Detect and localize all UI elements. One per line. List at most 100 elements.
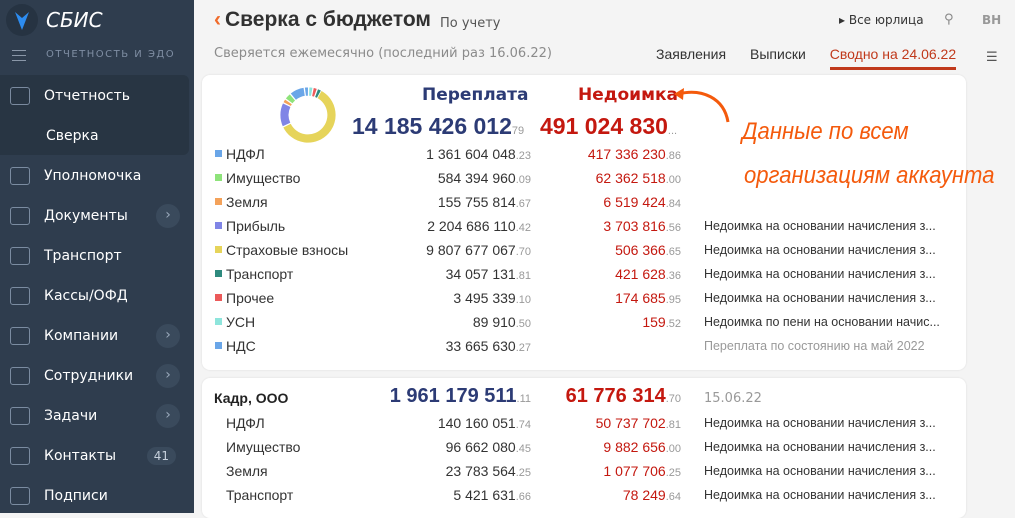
brand-name: СБИС — [46, 8, 103, 32]
arrow-annotation — [674, 88, 730, 123]
table-row[interactable]: НДФЛ 1 361 604 048.23 417 336 230.86 — [202, 143, 966, 167]
sidebar-item-label: Сотрудники — [44, 368, 134, 384]
table-row[interactable]: Страховые взносы 9 807 677 067.70 506 366.… — [202, 239, 966, 263]
sidebar-item-label: Документы — [44, 208, 128, 224]
note: Недоимка по пени на основании начис... — [704, 315, 940, 329]
org-name[interactable]: Кадр, ООО — [214, 390, 289, 406]
arrears-header: Недоимка — [578, 85, 678, 105]
tax-name: НДФЛ — [226, 146, 265, 162]
arrears-value: 6 519 424.84 — [603, 194, 681, 210]
legend-square — [215, 294, 222, 301]
table-row[interactable]: Прибыль 2 204 686 110.42 3 703 816.56 Недои… — [202, 215, 966, 239]
overpay-value: 23 783 564.25 — [445, 463, 531, 479]
main: ‹ Сверка с бюджетом По учету Сверяется еж… — [194, 0, 1015, 518]
legend-square — [215, 198, 222, 205]
note: Недоимка на основании начисления з... — [704, 243, 936, 257]
org-card: Кадр, ООО 1 961 179 511.11 61 776 314.70… — [202, 378, 966, 518]
sidebar-item[interactable]: Кассы/ОФД — [0, 278, 190, 314]
section-title[interactable]: ОТЧЕТНОСТЬ И ЭДО — [46, 49, 176, 60]
arrears-value: 1 077 706.25 — [603, 463, 681, 479]
sidebar-item-label: Транспорт — [44, 248, 122, 264]
tab-statements[interactable]: Заявления — [656, 46, 727, 62]
donut-slice[interactable] — [282, 88, 337, 144]
chevron-right-icon[interactable]: › — [156, 324, 180, 348]
overpay-value: 34 057 131.81 — [445, 266, 531, 282]
menu-icon — [10, 207, 30, 225]
table-row[interactable]: Имущество 96 662 080.45 9 882 656.00 Недоим… — [202, 436, 966, 460]
note: Недоимка на основании начисления з... — [704, 488, 936, 502]
table-row[interactable]: Земля 155 755 814.67 6 519 424.84 — [202, 191, 966, 215]
sidebar-item[interactable]: Документы › — [0, 198, 190, 234]
menu-icon — [10, 167, 30, 185]
tax-name: Транспорт — [226, 266, 294, 282]
table-row[interactable]: Прочее 3 495 339.10 174 685.95 Недоимка на … — [202, 287, 966, 311]
donut-slice[interactable] — [314, 88, 322, 99]
chevron-right-icon[interactable]: › — [156, 404, 180, 428]
sidebar-item-label: Кассы/ОФД — [44, 288, 128, 304]
accounting-mode[interactable]: По учету — [440, 16, 501, 31]
user-avatar[interactable]: ВН — [982, 13, 1002, 27]
menu-icon — [10, 487, 30, 505]
tab-extracts[interactable]: Выписки — [750, 46, 806, 62]
menu-icon — [10, 287, 30, 305]
donut-slice[interactable] — [279, 102, 292, 128]
menu-icon — [10, 407, 30, 425]
hamburger-icon[interactable] — [12, 50, 26, 65]
note: Недоимка на основании начисления з... — [704, 464, 936, 478]
back-icon[interactable]: ‹ — [214, 8, 221, 31]
arrears-value: 62 362 518.00 — [595, 170, 681, 186]
sidebar-item[interactable]: Подписи — [0, 478, 190, 514]
table-row[interactable]: НДФЛ 140 160 051.74 50 737 702.81 Недоимка … — [202, 412, 966, 436]
legend-square — [215, 174, 222, 181]
overpay-value: 1 361 604 048.23 — [426, 146, 531, 162]
chevron-right-icon[interactable]: › — [156, 204, 180, 228]
arrears-value: 9 882 656.00 — [603, 439, 681, 455]
table-row[interactable]: Транспорт 5 421 631.66 78 249.64 Недоимка н… — [202, 484, 966, 508]
sidebar-item[interactable]: Уполномочка — [0, 158, 190, 194]
arrears-value: 3 703 816.56 — [603, 218, 681, 234]
menu-icon — [10, 367, 30, 385]
legend-square — [215, 342, 222, 349]
note: Недоимка на основании начисления з... — [704, 416, 936, 430]
chevron-right-icon[interactable]: › — [156, 364, 180, 388]
note: Недоимка на основании начисления з... — [704, 267, 936, 281]
table-row[interactable]: Земля 23 783 564.25 1 077 706.25 Недоимка н… — [202, 460, 966, 484]
sidebar-item-label: Отчетность — [44, 88, 131, 104]
table-row[interactable]: НДС 33 665 630.27 Переплата по состоянию н… — [202, 335, 966, 359]
overpay-header: Переплата — [422, 85, 529, 105]
donut-slice[interactable] — [303, 86, 309, 97]
tax-name: НДФЛ — [226, 415, 265, 431]
sidebar-item-label: Уполномочка — [44, 168, 142, 184]
note: Недоимка на основании начисления з... — [704, 440, 936, 454]
tax-name: Страховые взносы — [226, 242, 349, 258]
sidebar-item[interactable]: Сверка — [0, 118, 190, 154]
sidebar-item[interactable]: Сотрудники › — [0, 358, 190, 394]
tab-summary[interactable]: Сводно на 24.06.22 — [829, 46, 957, 70]
tax-name: УСН — [226, 314, 256, 330]
filter-icon[interactable]: ⚲ — [944, 12, 954, 27]
sidebar-item[interactable]: Контакты 41 — [0, 438, 190, 474]
sbis-logo[interactable] — [6, 4, 38, 36]
table-row[interactable]: Транспорт 34 057 131.81 421 628.36 Недоимка… — [202, 263, 966, 287]
sidebar-item[interactable]: Транспорт — [0, 238, 190, 274]
sidebar-item[interactable]: Компании › — [0, 318, 190, 354]
arrears-value: 50 737 702.81 — [595, 415, 681, 431]
org-date: 15.06.22 — [704, 391, 762, 406]
summary-card: Переплата Недоимка 14 185 426 01279 491 … — [202, 75, 966, 370]
overpay-value: 3 495 339.10 — [453, 290, 531, 306]
count-badge: 41 — [146, 447, 176, 465]
all-orgs-filter[interactable]: ▸ Все юрлица — [839, 13, 924, 27]
sort-icon[interactable]: ☰ — [986, 50, 998, 65]
sidebar: СБИС ОТЧЕТНОСТЬ И ЭДО Отчетность Сверка Уп… — [0, 0, 194, 513]
donut-chart — [279, 86, 337, 144]
table-row[interactable]: Имущество 584 394 960.09 62 362 518.00 — [202, 167, 966, 191]
arrears-value: 506 366.65 — [615, 242, 681, 258]
org-arrears: 61 776 314.70 — [565, 385, 681, 407]
sidebar-item-label: Компании — [44, 328, 119, 344]
table-row[interactable]: УСН 89 910.50 159.52 Недоимка по пени на ос… — [202, 311, 966, 335]
sidebar-item[interactable]: Отчетность — [0, 78, 190, 114]
sidebar-item[interactable]: Задачи › — [0, 398, 190, 434]
overpay-value: 33 665 630.27 — [445, 338, 531, 354]
arrears-value: 417 336 230.86 — [587, 146, 681, 162]
overpay-value: 140 160 051.74 — [437, 415, 531, 431]
